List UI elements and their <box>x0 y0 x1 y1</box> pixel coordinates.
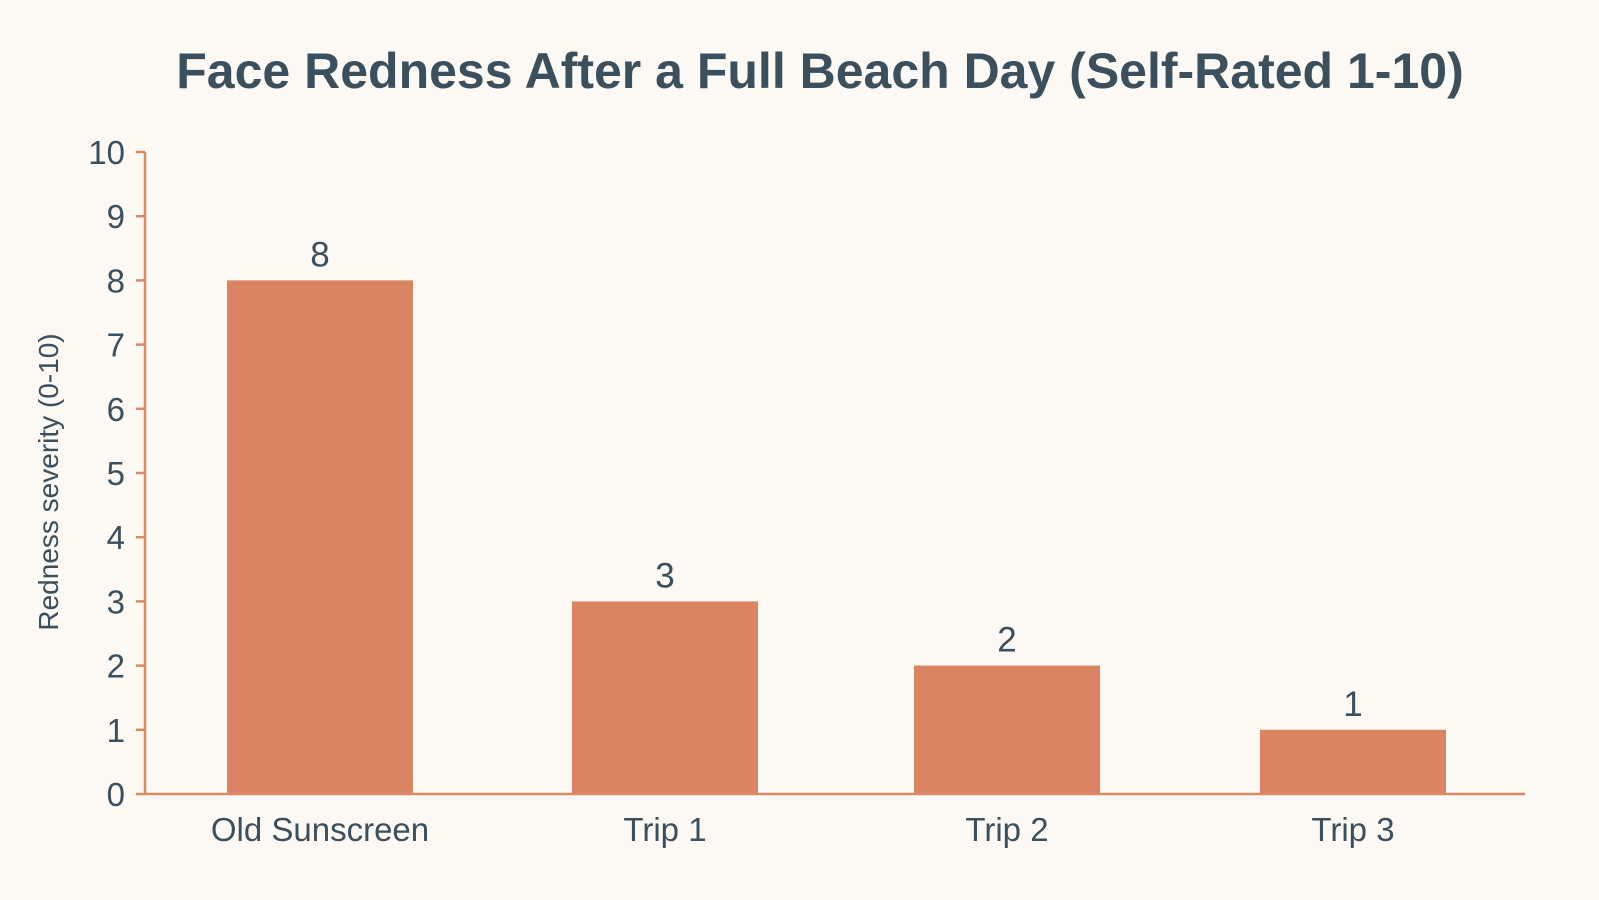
x-tick-label: Old Sunscreen <box>211 811 429 848</box>
y-tick-label: 2 <box>107 648 125 685</box>
data-label: 3 <box>655 556 674 595</box>
y-tick-label: 4 <box>107 519 125 556</box>
bar-trip-3 <box>1260 729 1446 794</box>
x-axis-labels: Old Sunscreen Trip 1 Trip 2 Trip 3 <box>211 811 1395 848</box>
bar-trip-1 <box>572 601 758 794</box>
x-tick-label: Trip 1 <box>623 811 706 848</box>
y-axis-ticks: 0 1 2 3 4 5 6 7 8 9 10 <box>88 134 145 813</box>
y-tick-label: 10 <box>88 134 125 171</box>
data-label: 8 <box>310 235 329 274</box>
x-tick-label: Trip 3 <box>1311 811 1394 848</box>
y-tick-label: 5 <box>107 455 125 492</box>
y-tick-label: 0 <box>107 776 125 813</box>
y-tick-label: 9 <box>107 198 125 235</box>
data-label: 1 <box>1343 685 1362 724</box>
y-tick-label: 3 <box>107 583 125 620</box>
bars-group <box>227 280 1446 794</box>
data-labels-group: 8 3 2 1 <box>310 235 1362 723</box>
y-tick-label: 6 <box>107 391 125 428</box>
bar-trip-2 <box>914 665 1100 794</box>
data-label: 2 <box>997 621 1016 660</box>
bar-old-sunscreen <box>227 280 413 794</box>
y-axis-label: Redness severity (0-10) <box>33 333 64 630</box>
chart-title: Face Redness After a Full Beach Day (Sel… <box>176 43 1463 99</box>
y-tick-label: 7 <box>107 327 125 364</box>
x-tick-label: Trip 2 <box>965 811 1048 848</box>
y-tick-label: 1 <box>107 712 125 749</box>
y-tick-label: 8 <box>107 262 125 299</box>
